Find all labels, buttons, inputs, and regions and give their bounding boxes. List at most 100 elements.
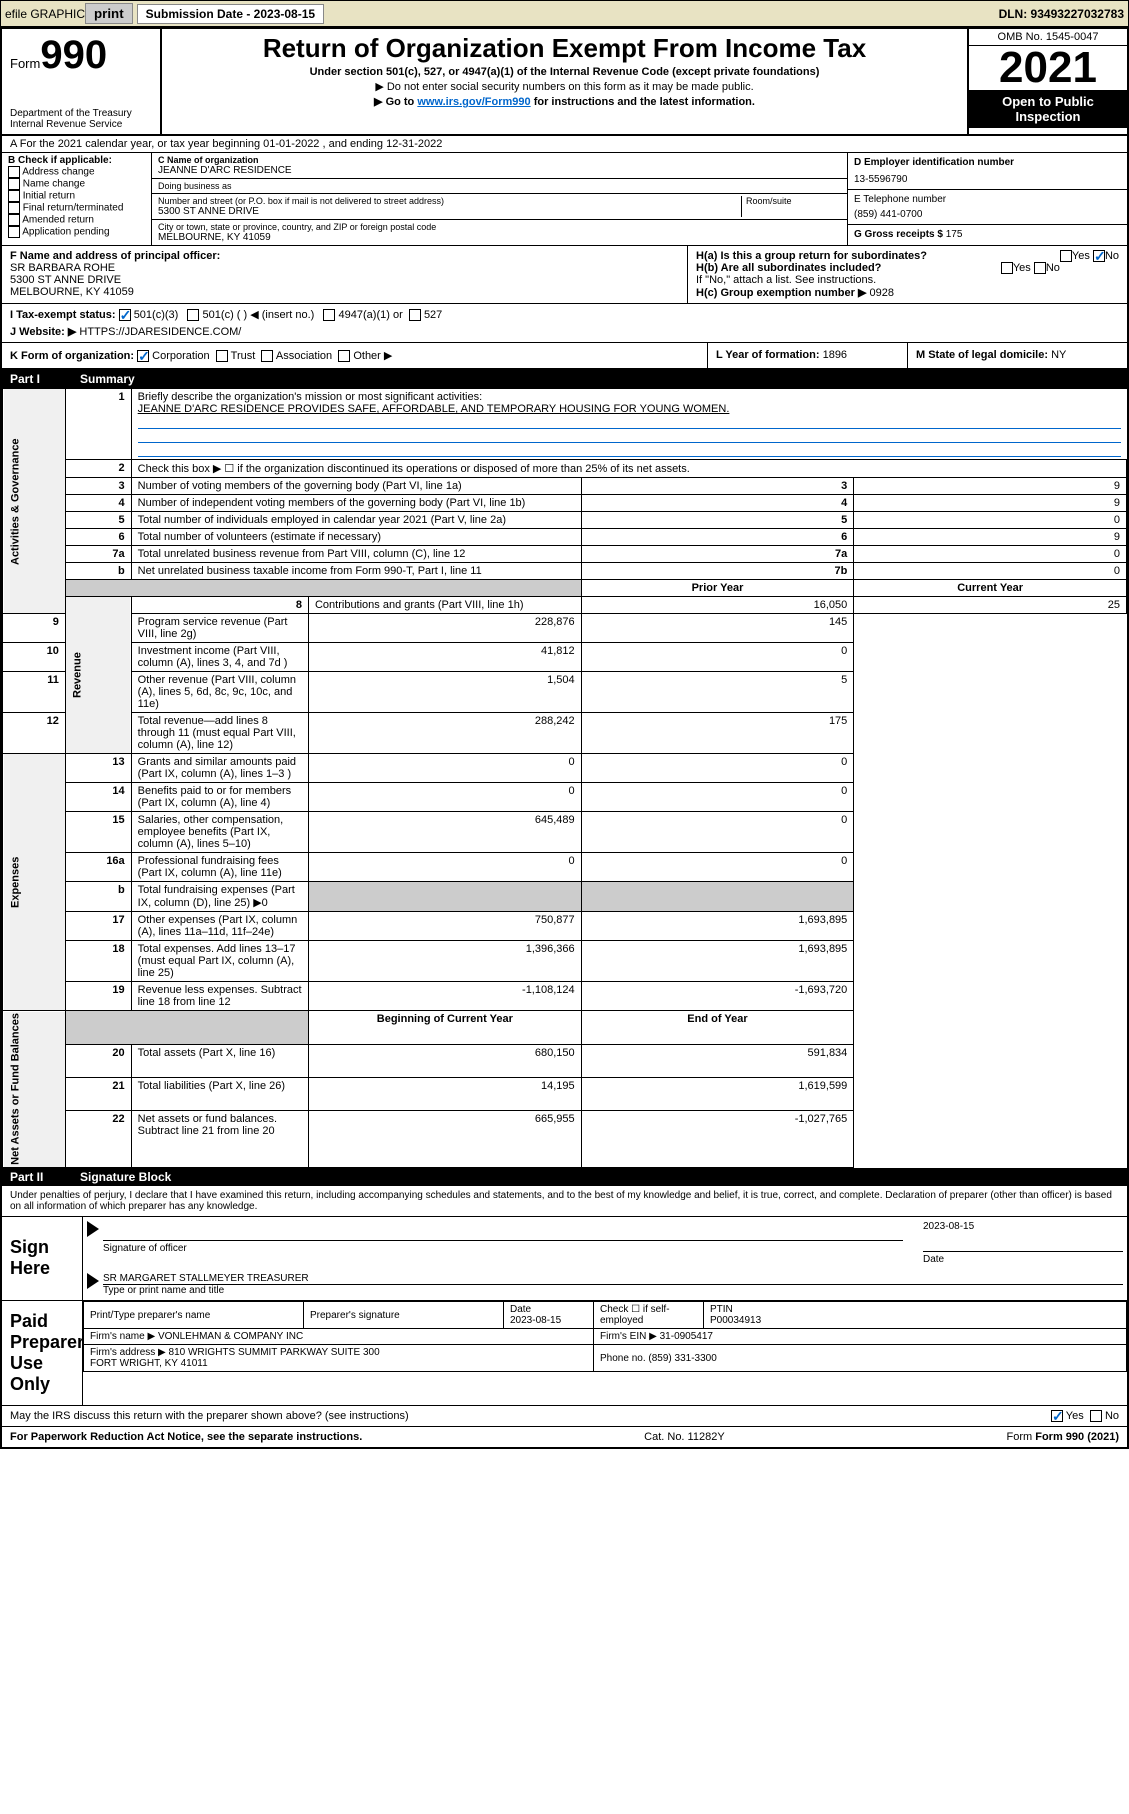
header-right: OMB No. 1545-0047 2021 Open to Public In…: [967, 29, 1127, 134]
officer-addr2: MELBOURNE, KY 41059: [10, 286, 679, 298]
cb-final-return[interactable]: Final return/terminated: [8, 202, 145, 214]
website-value: HTTPS://JDARESIDENCE.COM/: [79, 326, 241, 338]
org-name-label: C Name of organization: [158, 155, 841, 165]
arrow-icon: [87, 1221, 99, 1237]
cb-address-change[interactable]: Address change: [8, 166, 145, 178]
header-center: Return of Organization Exempt From Incom…: [162, 29, 967, 134]
table-row: bNet unrelated business taxable income f…: [3, 563, 1127, 580]
table-row: 21Total liabilities (Part X, line 26)14,…: [3, 1077, 1127, 1110]
form-header: Form990 Department of the Treasury Inter…: [2, 29, 1127, 136]
print-button[interactable]: print: [85, 3, 133, 24]
form-container: Form990 Department of the Treasury Inter…: [0, 27, 1129, 1449]
cb-name-change[interactable]: Name change: [8, 178, 145, 190]
row-l-year: L Year of formation: 1896: [707, 343, 907, 368]
efile-label: efile GRAPHIC: [5, 7, 85, 21]
table-row: bTotal fundraising expenses (Part IX, co…: [3, 882, 1127, 912]
sign-right: Signature of officer 2023-08-15 Date SR …: [82, 1217, 1127, 1300]
cb-527[interactable]: [409, 309, 421, 321]
summary-table: Activities & Governance 1 Briefly descri…: [2, 388, 1127, 1168]
cb-trust[interactable]: [216, 350, 228, 362]
top-bar: efile GRAPHIC print Submission Date - 20…: [0, 0, 1129, 27]
ein-label: D Employer identification number: [854, 157, 1121, 168]
paid-table: Print/Type preparer's name Preparer's si…: [83, 1301, 1127, 1372]
table-row: 16aProfessional fundraising fees (Part I…: [3, 853, 1127, 882]
irs-label: Internal Revenue Service: [10, 119, 152, 130]
form-number: Form990: [10, 33, 152, 78]
dba-cell: Doing business as: [152, 179, 847, 194]
table-row: 19Revenue less expenses. Subtract line 1…: [3, 982, 1127, 1011]
col-d-contact: D Employer identification number 13-5596…: [847, 153, 1127, 245]
row-i-status: I Tax-exempt status: 501(c)(3) 501(c) ( …: [2, 304, 1127, 342]
addr-cell: Number and street (or P.O. box if mail i…: [152, 194, 847, 220]
part2-header: Part II Signature Block: [2, 1168, 1127, 1186]
ein-cell: D Employer identification number 13-5596…: [848, 153, 1127, 190]
footer-form: Form Form 990 (2021): [1007, 1431, 1120, 1443]
section-bcd: B Check if applicable: Address change Na…: [2, 153, 1127, 246]
q2-cell: Check this box ▶ ☐ if the organization d…: [131, 460, 1126, 478]
discuss-row: May the IRS discuss this return with the…: [2, 1405, 1127, 1426]
note-ssn: ▶ Do not enter social security numbers o…: [166, 80, 963, 93]
side-activities: Activities & Governance: [3, 389, 66, 614]
org-name: JEANNE D'ARC RESIDENCE: [158, 165, 841, 176]
table-row: 6Total number of volunteers (estimate if…: [3, 529, 1127, 546]
table-row: 7aTotal unrelated business revenue from …: [3, 546, 1127, 563]
side-net-assets: Net Assets or Fund Balances: [3, 1011, 66, 1168]
row-k-form-org: K Form of organization: Corporation Trus…: [2, 343, 707, 368]
sign-here-label: Sign Here: [2, 1217, 82, 1300]
form-title: Return of Organization Exempt From Incom…: [166, 33, 963, 64]
dept-treasury: Department of the Treasury: [10, 108, 152, 119]
cb-501c3[interactable]: [119, 309, 131, 321]
header-left: Form990 Department of the Treasury Inter…: [2, 29, 162, 134]
cb-4947[interactable]: [323, 309, 335, 321]
officer-label: F Name and address of principal officer:: [10, 250, 679, 262]
paid-preparer-block: Paid Preparer Use Only Print/Type prepar…: [2, 1300, 1127, 1405]
sec-b-title: B Check if applicable:: [8, 155, 145, 166]
signature-line[interactable]: [103, 1221, 903, 1241]
part1-header: Part I Summary: [2, 370, 1127, 388]
cb-discuss-yes[interactable]: [1051, 1410, 1063, 1422]
cb-association[interactable]: [261, 350, 273, 362]
firm-addr-cell: Firm's address ▶ 810 WRIGHTS SUMMIT PARK…: [84, 1345, 594, 1372]
officer-addr1: 5300 ST ANNE DRIVE: [10, 274, 679, 286]
cb-amended-return[interactable]: Amended return: [8, 214, 145, 226]
cb-other[interactable]: [338, 350, 350, 362]
prep-self-emp: Check ☐ if self-employed: [594, 1302, 704, 1329]
inspection-label: Open to Public Inspection: [969, 90, 1127, 128]
mission-text: JEANNE D'ARC RESIDENCE PROVIDES SAFE, AF…: [138, 403, 730, 415]
org-address: 5300 ST ANNE DRIVE: [158, 206, 741, 217]
cb-initial-return[interactable]: Initial return: [8, 190, 145, 202]
prep-sig-hdr: Preparer's signature: [304, 1302, 504, 1329]
table-row: 4Number of independent voting members of…: [3, 495, 1127, 512]
cb-application-pending[interactable]: Application pending: [8, 226, 145, 238]
city-cell: City or town, state or province, country…: [152, 220, 847, 245]
org-city: MELBOURNE, KY 41059: [158, 232, 841, 243]
table-row: 12Total revenue—add lines 8 through 11 (…: [3, 713, 1127, 754]
cb-discuss-no[interactable]: [1090, 1410, 1102, 1422]
sign-block: Sign Here Signature of officer 2023-08-1…: [2, 1216, 1127, 1300]
tel-label: E Telephone number: [854, 194, 1121, 205]
prep-date-cell: Date2023-08-15: [504, 1302, 594, 1329]
table-row: 17Other expenses (Part IX, column (A), l…: [3, 912, 1127, 941]
cb-corporation[interactable]: [137, 350, 149, 362]
note-website: ▶ Go to www.irs.gov/Form990 for instruct…: [166, 95, 963, 108]
gross-label: G Gross receipts $: [854, 229, 943, 240]
section-fh: F Name and address of principal officer:…: [2, 246, 1127, 304]
addr-label: Number and street (or P.O. box if mail i…: [158, 196, 741, 206]
gross-value: 175: [946, 229, 963, 240]
table-row: 9Program service revenue (Part VIII, lin…: [3, 614, 1127, 643]
irs-link[interactable]: www.irs.gov/Form990: [417, 96, 530, 108]
firm-phone-cell: Phone no. (859) 331-3300: [594, 1345, 1127, 1372]
paid-preparer-label: Paid Preparer Use Only: [2, 1301, 82, 1405]
footer-catno: Cat. No. 11282Y: [644, 1431, 725, 1443]
signer-name: SR MARGARET STALLMEYER TREASURER: [103, 1273, 1123, 1285]
col-f-officer: F Name and address of principal officer:…: [2, 246, 687, 303]
table-row: 15Salaries, other compensation, employee…: [3, 812, 1127, 853]
row-m-state: M State of legal domicile: NY: [907, 343, 1127, 368]
hc-row: H(c) Group exemption number ▶ 0928: [696, 286, 1119, 299]
table-row: 11Other revenue (Part VIII, column (A), …: [3, 672, 1127, 713]
ha-row: H(a) Is this a group return for subordin…: [696, 250, 1119, 262]
row-i-j: I Tax-exempt status: 501(c)(3) 501(c) ( …: [2, 304, 1127, 343]
cb-501c[interactable]: [187, 309, 199, 321]
dba-label: Doing business as: [158, 181, 841, 191]
tax-year: 2021: [969, 46, 1127, 90]
